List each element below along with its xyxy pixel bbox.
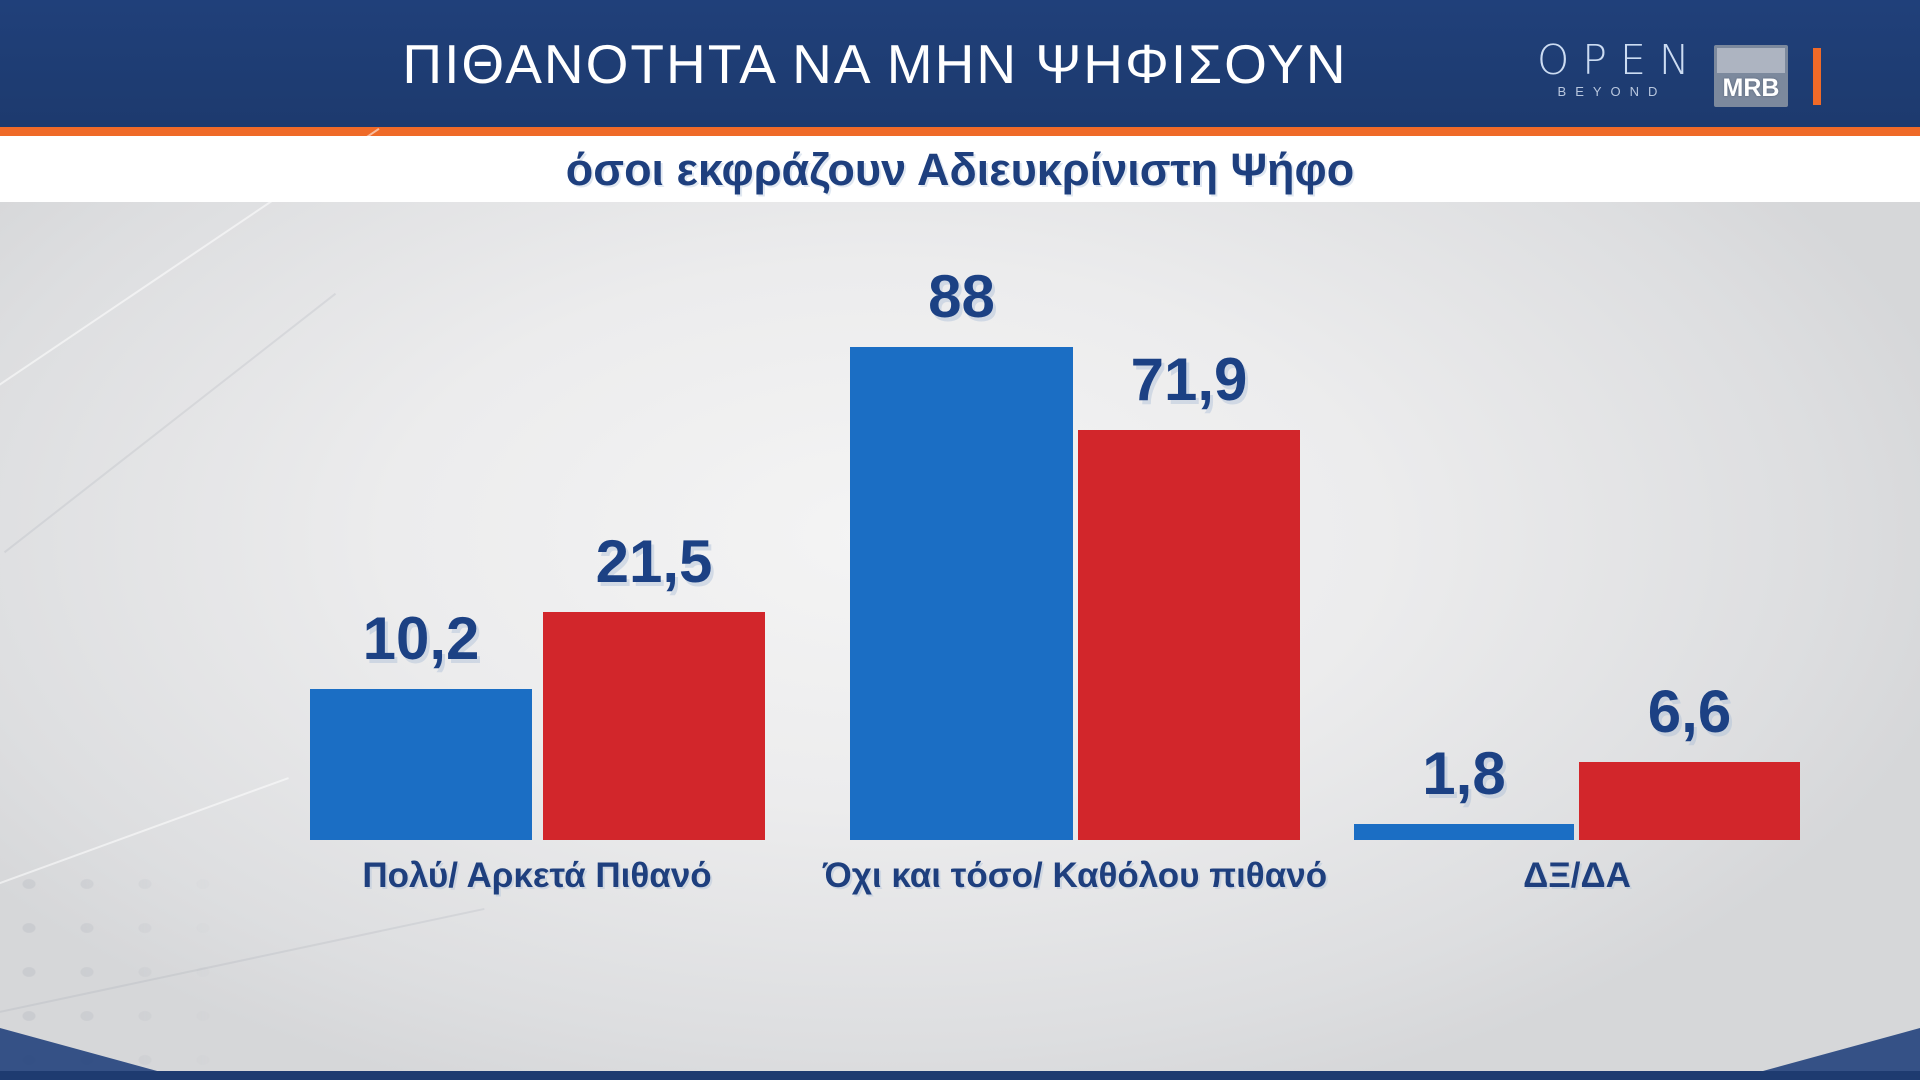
bar-red-1 bbox=[1078, 430, 1300, 840]
bar-blue-2 bbox=[1354, 824, 1574, 840]
mrb-logo-band bbox=[1717, 48, 1785, 73]
page-title: ΠΙΘΑΝΟΤΗΤΑ ΝΑ ΜΗΝ ΨΗΦΙΣΟΥΝ bbox=[402, 32, 1348, 95]
open-logo-tagline: BEYOND bbox=[1557, 84, 1667, 99]
mrb-logo: MRB bbox=[1714, 45, 1788, 107]
chart-panel: 10,2 21,5 Πολύ/ Αρκετά Πιθανό 88 71,9 Όχι και… bbox=[0, 127, 1920, 1080]
mrb-logo-text: MRB bbox=[1722, 74, 1780, 102]
orange-accent-bar bbox=[1813, 48, 1821, 105]
bar-blue-0 bbox=[310, 689, 532, 840]
value-label-red-1: 71,9 bbox=[1130, 346, 1248, 413]
value-label-blue-1: 88 bbox=[928, 263, 995, 330]
value-label-red-0: 21,5 bbox=[595, 528, 713, 595]
bar-blue-1 bbox=[850, 347, 1073, 840]
header-bar: ΠΙΘΑΝΟΤΗΤΑ ΝΑ ΜΗΝ ΨΗΦΙΣΟΥΝ OPEN BEYOND M… bbox=[0, 0, 1920, 127]
orange-divider-line bbox=[0, 127, 1920, 136]
value-label-blue-0: 10,2 bbox=[362, 605, 480, 672]
bar-red-2 bbox=[1579, 762, 1800, 840]
category-label-2: ΔΞ/ΔΑ bbox=[1523, 856, 1631, 895]
open-tv-logo: OPEN BEYOND bbox=[1537, 36, 1703, 110]
open-logo-text: OPEN bbox=[1537, 36, 1703, 84]
value-label-red-2: 6,6 bbox=[1647, 678, 1732, 745]
category-label-0: Πολύ/ Αρκετά Πιθανό bbox=[362, 856, 712, 895]
category-label-1: Όχι και τόσο/ Καθόλου πιθανό bbox=[822, 856, 1328, 895]
bar-red-0 bbox=[543, 612, 765, 840]
bar-chart: 10,2 21,5 Πολύ/ Αρκετά Πιθανό 88 71,9 Όχι και… bbox=[0, 202, 1920, 1080]
chart-subtitle: όσοι εκφράζουν Αδιευκρίνιστη Ψήφο bbox=[0, 138, 1920, 202]
value-label-blue-2: 1,8 bbox=[1422, 740, 1506, 807]
bottom-navy-strip bbox=[0, 1071, 1920, 1080]
